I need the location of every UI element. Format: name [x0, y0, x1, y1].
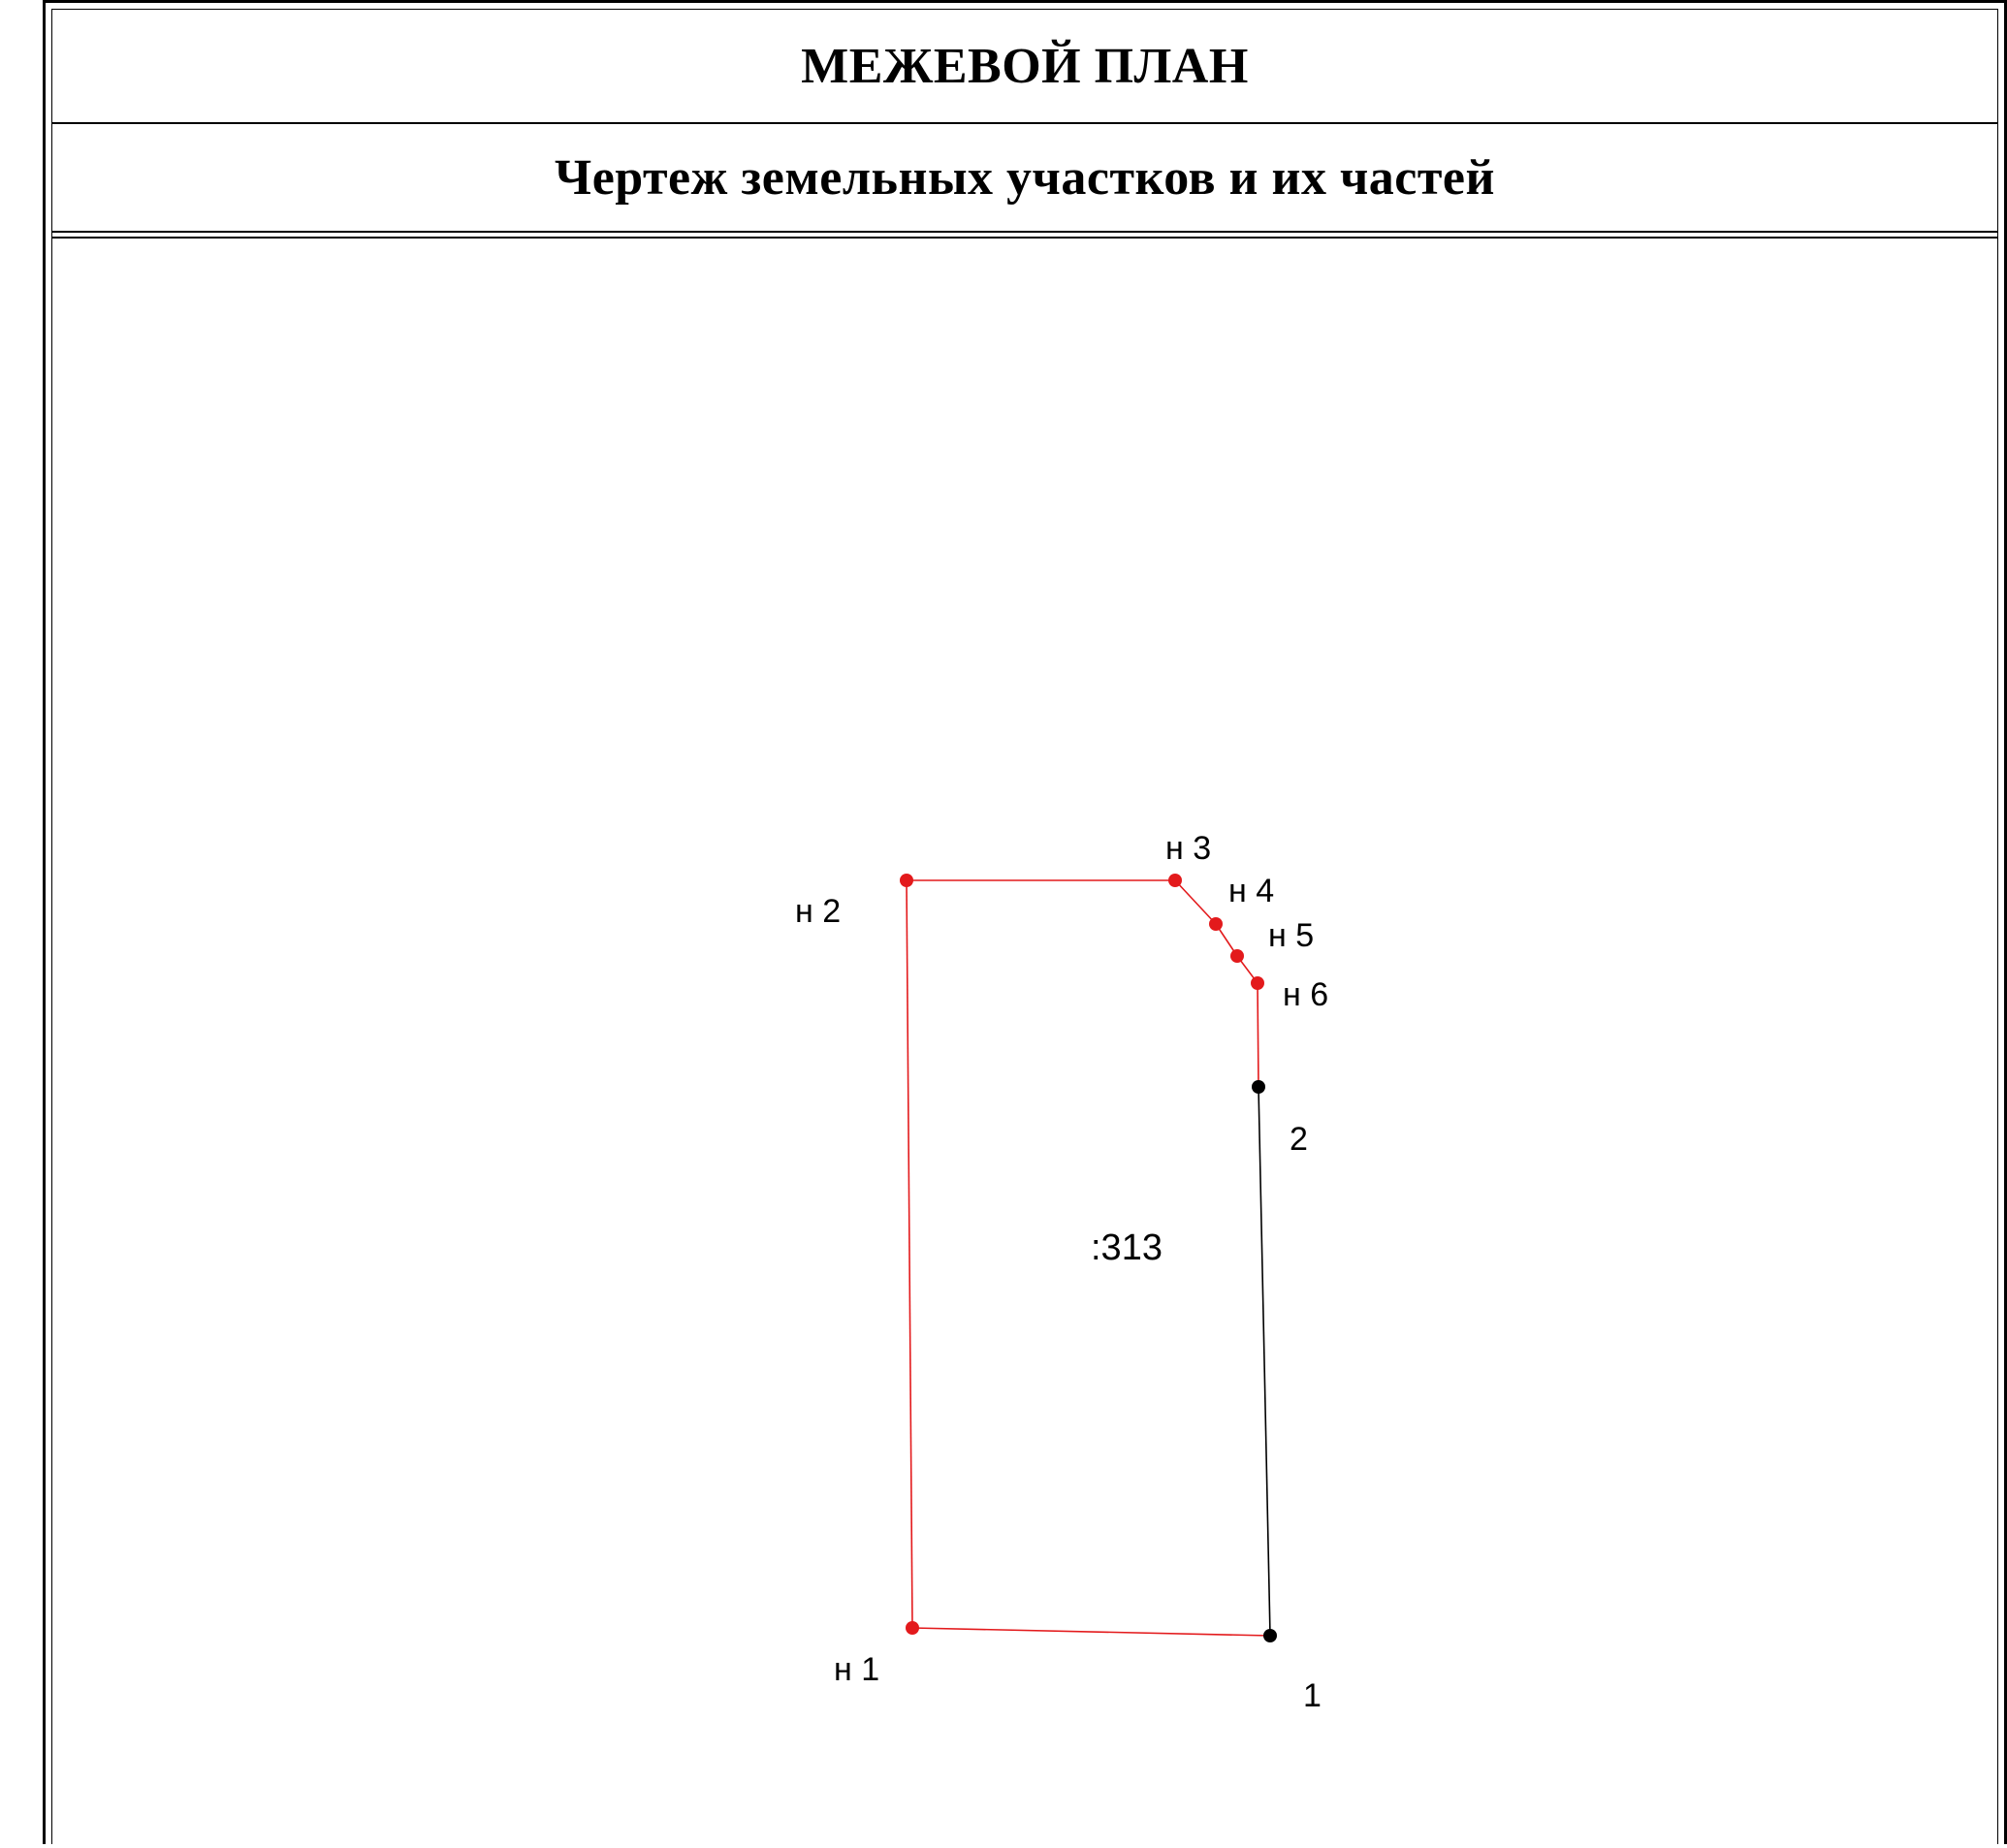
boundary-segment-n1-n2: [906, 879, 913, 1629]
boundary-point-n6: [1251, 976, 1264, 990]
plan-drawing-area: н 1 н 2 н 3 н 4 н 5 н 6 2 1 :313: [52, 239, 1997, 1844]
boundary-point-p1: [1263, 1629, 1277, 1642]
point-label-n4: н 4: [1228, 873, 1274, 909]
point-label-n1: н 1: [834, 1651, 879, 1688]
parcel-number-label: :313: [1091, 1227, 1163, 1268]
document-frame-inner: МЕЖЕВОЙ ПЛАН Чертеж земельных участков и…: [51, 9, 1998, 1844]
boundary-segment-n3-n4: [1174, 879, 1217, 925]
page-subtitle: Чертеж земельных участков и их частей: [555, 149, 1495, 206]
boundary-point-n4: [1209, 917, 1223, 931]
boundary-point-n3: [1168, 874, 1182, 887]
title-row: МЕЖЕВОЙ ПЛАН: [52, 10, 1997, 124]
boundary-segment-1-n1: [911, 1627, 1271, 1637]
point-label-n5: н 5: [1268, 917, 1314, 954]
point-label-n6: н 6: [1283, 976, 1328, 1013]
boundary-point-n2: [900, 874, 913, 887]
boundary-point-p2: [1252, 1080, 1265, 1094]
land-plot-drawing: н 1 н 2 н 3 н 4 н 5 н 6 2 1 :313: [795, 830, 1328, 1714]
boundary-point-n1: [906, 1621, 919, 1635]
page-title: МЕЖЕВОЙ ПЛАН: [801, 38, 1249, 94]
boundary-segment-2-1: [1258, 1086, 1271, 1637]
point-label-p2: 2: [1290, 1121, 1308, 1158]
subtitle-row: Чертеж земельных участков и их частей: [52, 124, 1997, 231]
boundary-point-n5: [1230, 949, 1244, 963]
point-label-p1: 1: [1303, 1677, 1322, 1714]
document-frame: МЕЖЕВОЙ ПЛАН Чертеж земельных участков и…: [43, 0, 2007, 1844]
point-label-n2: н 2: [795, 893, 841, 930]
point-label-n3: н 3: [1165, 830, 1211, 867]
header-separator: [52, 231, 1997, 239]
